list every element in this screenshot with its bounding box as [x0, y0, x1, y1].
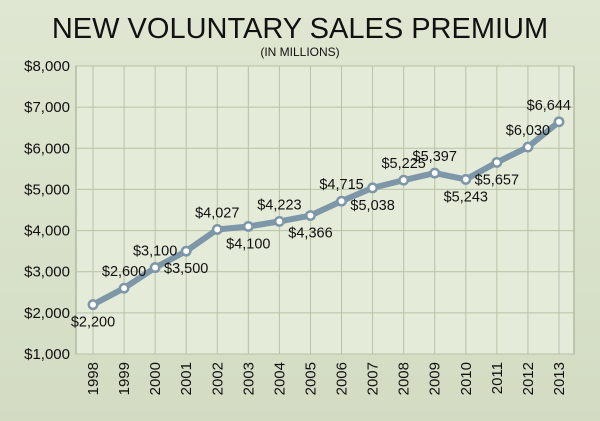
y-tick-label: $3,000 [24, 264, 70, 281]
x-tick-label: 2003 [240, 362, 257, 395]
x-tick-label: 2013 [551, 362, 568, 395]
data-label: $4,715 [319, 177, 363, 193]
grid-lines [76, 65, 574, 355]
data-point [305, 210, 316, 221]
x-tick-label: 2006 [334, 362, 351, 395]
data-label: $5,243 [444, 189, 488, 205]
data-label: $2,200 [71, 315, 115, 331]
y-tick-label: $6,000 [24, 140, 70, 157]
data-label: $4,027 [195, 205, 239, 221]
x-tick-label: 1999 [116, 362, 133, 395]
x-tick-label: 2000 [147, 362, 164, 395]
data-label: $5,657 [475, 172, 519, 188]
data-label: $3,100 [133, 244, 177, 260]
data-labels: $2,200 $2,600 $3,100$3,500 $4,027 $4,100 $4,2… [71, 98, 571, 331]
data-point [460, 173, 472, 185]
x-tick-label: 2008 [396, 362, 413, 395]
x-tick-label: 2011 [489, 362, 506, 394]
data-label: $5,038 [350, 198, 394, 214]
x-tick-label: 2007 [365, 362, 382, 395]
y-tick-label: $8,000 [24, 58, 70, 75]
data-point [118, 282, 130, 294]
x-tick-label: 2001 [178, 362, 195, 395]
y-tick-label: $2,000 [24, 305, 70, 322]
data-point [553, 116, 565, 128]
y-tick-label: $1,000 [24, 346, 70, 363]
y-axis-ticks: $1,000 $2,000 $3,000 $4,000 $5,000 $6,000 $7,0… [24, 58, 70, 363]
data-label: $6,644 [527, 98, 571, 114]
data-point [491, 156, 503, 168]
data-label: $3,500 [164, 261, 208, 277]
data-label: $2,600 [102, 264, 146, 280]
x-axis-ticks: 1998 1999 2000 2001 2002 2003 2004 2005 2006 2007… [85, 362, 568, 395]
data-label: $4,100 [226, 236, 270, 252]
data-point [429, 167, 441, 179]
data-label: $5,397 [413, 149, 457, 165]
data-point [87, 299, 99, 311]
data-point [522, 141, 534, 153]
data-label: $4,366 [288, 226, 332, 242]
x-tick-label: 2009 [427, 362, 444, 395]
data-label: $5,225 [381, 156, 425, 172]
data-point [336, 195, 347, 207]
x-tick-label: 2004 [271, 362, 288, 395]
data-point [180, 245, 192, 257]
y-tick-label: $7,000 [24, 99, 70, 116]
data-point [398, 174, 410, 186]
y-tick-label: $5,000 [24, 181, 70, 198]
y-tick-label: $4,000 [24, 223, 70, 240]
data-point [367, 182, 379, 194]
x-tick-label: 2012 [520, 362, 537, 395]
data-point [211, 224, 223, 235]
chart-subtitle: (IN MILLIONS) [260, 45, 339, 59]
x-tick-label: 2010 [458, 362, 475, 395]
data-label: $4,223 [257, 197, 301, 213]
series-group [87, 116, 565, 311]
data-point [149, 262, 161, 274]
series-line [90, 118, 562, 308]
x-tick-label: 1998 [85, 362, 102, 395]
data-point [242, 221, 254, 232]
x-tick-label: 2002 [209, 362, 226, 395]
x-tick-label: 2005 [302, 362, 319, 395]
data-point [273, 215, 285, 227]
data-label: $6,030 [506, 123, 550, 139]
chart-title: NEW VOLUNTARY SALES PREMIUM [52, 13, 548, 45]
